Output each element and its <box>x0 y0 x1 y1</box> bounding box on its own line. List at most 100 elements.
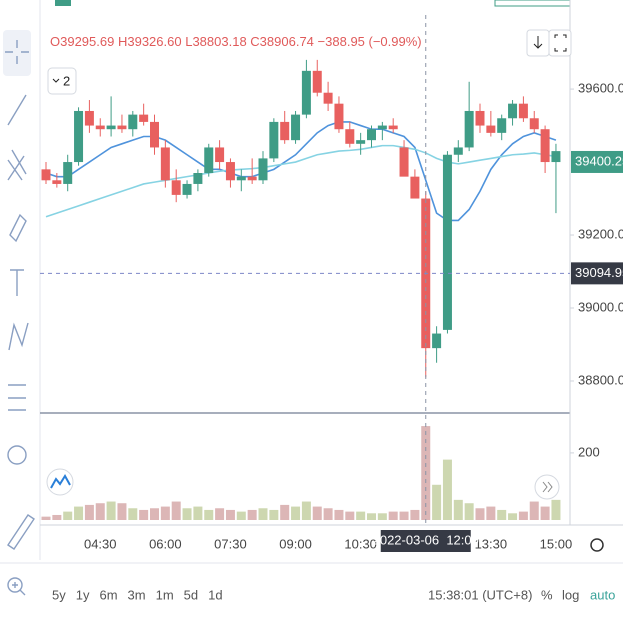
volume-bar <box>247 509 257 520</box>
candle-body <box>312 70 322 93</box>
candle-body <box>74 110 84 163</box>
high-value: H39326.60 <box>118 34 182 49</box>
indicator-count: 2 <box>63 73 70 88</box>
tool-active[interactable] <box>3 30 31 76</box>
volume-bar <box>551 499 561 520</box>
scale-percent[interactable]: % <box>541 587 553 602</box>
chevron <box>52 78 60 83</box>
candle-body <box>52 180 62 184</box>
crosshair-price-label: 39094.95 <box>575 265 623 280</box>
candle-body <box>475 110 485 126</box>
candle-body <box>486 125 496 133</box>
volume-bar <box>486 506 496 520</box>
volume-bar <box>453 499 463 520</box>
candle-body <box>453 147 463 155</box>
top-tab <box>55 0 71 6</box>
volume-bar <box>225 509 235 520</box>
candle-body <box>117 125 127 130</box>
volume-bar <box>74 506 84 520</box>
candle-body <box>540 129 550 163</box>
x-tick-label: 10:30 <box>344 536 377 551</box>
candle-body <box>193 172 203 184</box>
scale-auto[interactable]: auto <box>590 587 615 602</box>
candle-body <box>432 333 442 349</box>
candle-body <box>377 125 387 130</box>
candle-body <box>497 118 507 133</box>
candle-body <box>41 169 51 181</box>
volume-bar <box>139 509 149 520</box>
last-price-label: 39400.25 <box>575 153 623 168</box>
volume-bar <box>160 506 170 520</box>
candle-body <box>334 103 344 130</box>
volume-bar <box>215 508 225 520</box>
volume-bar <box>442 459 452 520</box>
x-tick-label: 15:00 <box>540 536 573 551</box>
volume-bar <box>323 508 333 520</box>
candle-body <box>269 121 279 159</box>
candle-body <box>345 129 355 144</box>
candle-body <box>323 92 333 104</box>
open-value: O39295.69 <box>50 34 114 49</box>
volume-bar <box>399 511 409 520</box>
candle-body <box>204 147 214 173</box>
range-button[interactable]: 5y <box>52 587 66 602</box>
candle-body <box>215 147 225 163</box>
range-button[interactable]: 1m <box>156 587 174 602</box>
candle-body <box>529 118 539 130</box>
volume-bar <box>312 506 322 520</box>
candle-body <box>356 140 366 144</box>
scale-log[interactable]: log <box>562 587 579 602</box>
candle-body <box>551 151 561 163</box>
range-button[interactable]: 6m <box>99 587 117 602</box>
candle-body <box>301 70 311 115</box>
emoji-tool[interactable] <box>7 445 27 465</box>
pattern-tool[interactable] <box>8 322 29 351</box>
candle-body <box>399 147 409 177</box>
candle-body <box>291 114 301 141</box>
candle-body <box>84 110 94 126</box>
volume-bar <box>529 501 539 520</box>
arrow-icon <box>533 36 543 49</box>
brush-tool[interactable] <box>9 213 27 243</box>
zoom-tool[interactable] <box>7 577 23 593</box>
moving-average <box>45 144 557 218</box>
indicator-toggle[interactable] <box>47 67 77 95</box>
text-tool[interactable] <box>10 269 24 296</box>
candle-body <box>225 162 235 181</box>
candle-body <box>171 180 181 195</box>
volume-bar <box>84 504 94 520</box>
candle-body <box>464 110 474 148</box>
volume-bar <box>388 511 398 520</box>
volume-bar <box>280 504 290 520</box>
candle-body <box>518 103 528 119</box>
volume-bar <box>377 513 387 520</box>
range-button[interactable]: 5d <box>184 587 198 602</box>
line-tool[interactable] <box>7 94 27 126</box>
range-button[interactable]: 1d <box>208 587 222 602</box>
volume-bar <box>540 506 550 520</box>
volume-bar <box>464 503 474 520</box>
measure-tool[interactable] <box>8 384 26 411</box>
candle-body <box>150 121 159 148</box>
volume-bar <box>508 513 518 520</box>
candle-body <box>160 147 170 181</box>
ruler-tool[interactable] <box>7 514 35 550</box>
volume-bar <box>269 509 279 520</box>
volume-bar <box>95 503 105 520</box>
moving-average <box>45 121 557 222</box>
candle-body <box>442 154 452 330</box>
volume-bar <box>410 509 420 520</box>
volume-bar <box>117 503 127 520</box>
settings-button[interactable] <box>590 538 604 552</box>
range-button[interactable]: 3m <box>128 587 146 602</box>
crosshair-tool[interactable] <box>5 40 29 64</box>
toolbar <box>3 30 35 596</box>
fullscreen-button[interactable] <box>548 29 572 57</box>
candle-body <box>63 162 73 184</box>
logo <box>46 468 74 496</box>
volume-tick-label: 200 <box>578 444 600 459</box>
volume-bar <box>41 516 51 520</box>
range-button[interactable]: 1y <box>76 587 90 602</box>
candle-body <box>508 103 518 119</box>
fib-tool[interactable] <box>7 149 27 181</box>
